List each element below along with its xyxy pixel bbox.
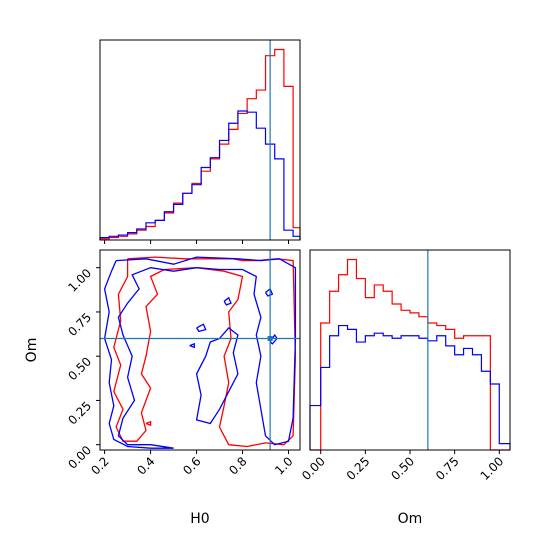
om-marginal-xtick-label: 0.00 — [299, 454, 328, 483]
joint-truth-lines — [100, 250, 300, 450]
om-marginal-frame — [309, 249, 511, 451]
contour-series_b-4 — [196, 323, 207, 333]
joint-ytick-label: 1.00 — [65, 266, 94, 295]
joint-frame — [99, 249, 301, 451]
joint-xtick-label: 0.4 — [134, 454, 157, 477]
om-histogram-step-series_b — [309, 324, 511, 450]
om-marginal-panel: 0.00 0.25 0.50 0.75 1.00 Om — [299, 249, 511, 527]
x-axis-label-om: Om — [398, 511, 423, 527]
om-marginal-xtick-label: 0.75 — [433, 454, 462, 483]
joint-xtick-label: 1.0 — [272, 454, 295, 477]
om-marginal-xtick-label: 0.50 — [388, 454, 417, 483]
joint-xtick-label: 0.8 — [226, 454, 249, 477]
contour-series_b-5 — [223, 296, 232, 306]
h0-marginal-ticks — [104, 240, 290, 244]
om-histogram-step-series_a — [310, 258, 510, 451]
om-histogram-series — [309, 258, 511, 451]
joint-truth-marker — [267, 335, 273, 341]
joint-contour-panel: 0.2 0.4 0.6 0.8 1.00.000.250.500.751.00 H0 O… — [24, 249, 301, 527]
x-axis-label-h0: H0 — [190, 511, 209, 527]
h0-marginal-frame — [99, 39, 301, 241]
contour-series_b-3 — [195, 327, 239, 425]
om-marginal-xtick-label: 0.25 — [344, 454, 373, 483]
contour-series_b-8 — [264, 287, 274, 297]
joint-xtick-label: 0.2 — [88, 454, 111, 477]
y-axis-label-om: Om — [24, 338, 40, 363]
h0-marginal-panel — [99, 39, 301, 244]
contour-series_b-2 — [103, 256, 297, 449]
contour-series_a-0 — [113, 256, 297, 448]
joint-ytick-label: 0.25 — [65, 399, 94, 428]
contour-series_a-1 — [145, 420, 152, 427]
contour-series_b-6 — [189, 342, 195, 349]
om-marginal-xtick-label: 1.00 — [478, 454, 507, 483]
contour-lines — [103, 256, 297, 449]
joint-xtick-label: 0.6 — [180, 454, 203, 477]
joint-ytick-label: 0.50 — [65, 354, 94, 383]
joint-ytick-label: 0.75 — [65, 310, 94, 339]
om-marginal-ticks: 0.00 0.25 0.50 0.75 1.00 — [299, 450, 506, 483]
